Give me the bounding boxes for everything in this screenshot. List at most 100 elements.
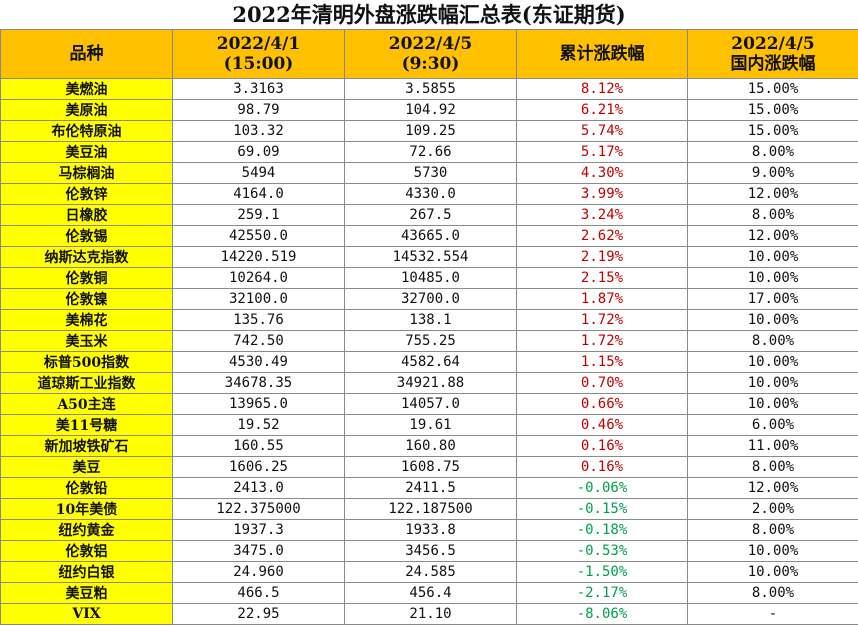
price-0405-cell: 4330.0 — [344, 183, 517, 205]
price-0405-cell: 138.1 — [344, 309, 517, 331]
domestic-limit-cell: 10.00% — [687, 393, 858, 415]
variety-cell: 纽约黄金 — [0, 519, 173, 541]
table-row: 美11号糖 19.52 19.61 0.46% 6.00% — [0, 414, 858, 436]
table-row: 美棉花 135.76 138.1 1.72% 10.00% — [0, 309, 858, 331]
variety-cell: 伦敦铜 — [0, 267, 173, 289]
price-0401-cell: 4530.49 — [172, 351, 345, 373]
table-row: 道琼斯工业指数 34678.35 34921.88 0.70% 10.00% — [0, 372, 858, 394]
price-0405-cell: 456.4 — [344, 582, 517, 604]
price-0405-cell: 14057.0 — [344, 393, 517, 415]
price-change-table: 品种 2022/4/1 (15:00) 2022/4/5 (9:30) 累计涨跌… — [0, 29, 858, 625]
price-0405-cell: 14532.554 — [344, 246, 517, 268]
price-0401-cell: 2413.0 — [172, 477, 345, 499]
table-row: 纳斯达克指数 14220.519 14532.554 2.19% 10.00% — [0, 246, 858, 268]
variety-cell: 美玉米 — [0, 330, 173, 352]
header-variety: 品种 — [0, 29, 173, 79]
price-0401-cell: 24.960 — [172, 561, 345, 583]
domestic-limit-cell: 12.00% — [687, 183, 858, 205]
table-row: 日橡胶 259.1 267.5 3.24% 8.00% — [0, 204, 858, 226]
cumulative-change-cell: 6.21% — [516, 99, 688, 121]
variety-cell: VIX — [0, 603, 173, 625]
domestic-limit-cell: 2.00% — [687, 498, 858, 520]
header-cumulative-change: 累计涨跌幅 — [516, 29, 688, 79]
header-price-0401: 2022/4/1 (15:00) — [172, 29, 345, 79]
table-row: 标普500指数 4530.49 4582.64 1.15% 10.00% — [0, 351, 858, 373]
variety-cell: 日橡胶 — [0, 204, 173, 226]
table-row: 布伦特原油 103.32 109.25 5.74% 15.00% — [0, 120, 858, 142]
cumulative-change-cell: 0.66% — [516, 393, 688, 415]
domestic-limit-cell: 17.00% — [687, 288, 858, 310]
domestic-limit-cell: 11.00% — [687, 435, 858, 457]
variety-cell: 美11号糖 — [0, 414, 173, 436]
variety-cell: 新加坡铁矿石 — [0, 435, 173, 457]
price-0401-cell: 32100.0 — [172, 288, 345, 310]
table-row: A50主连 13965.0 14057.0 0.66% 10.00% — [0, 393, 858, 415]
domestic-limit-cell: 6.00% — [687, 414, 858, 436]
price-0401-cell: 122.375000 — [172, 498, 345, 520]
domestic-limit-cell: 8.00% — [687, 456, 858, 478]
variety-cell: 伦敦锌 — [0, 183, 173, 205]
table-row: VIX 22.95 21.10 -8.06% - — [0, 603, 858, 625]
cumulative-change-cell: -1.50% — [516, 561, 688, 583]
price-0405-cell: 160.80 — [344, 435, 517, 457]
price-0401-cell: 14220.519 — [172, 246, 345, 268]
variety-cell: 美原油 — [0, 99, 173, 121]
price-0405-cell: 267.5 — [344, 204, 517, 226]
variety-cell: 伦敦铝 — [0, 540, 173, 562]
variety-cell: 美豆粕 — [0, 582, 173, 604]
price-0405-cell: 21.10 — [344, 603, 517, 625]
domestic-limit-cell: 10.00% — [687, 561, 858, 583]
cumulative-change-cell: 5.17% — [516, 141, 688, 163]
table-title: 2022年清明外盘涨跌幅汇总表(东证期货) — [0, 0, 858, 29]
cumulative-change-cell: 1.72% — [516, 330, 688, 352]
table-row: 新加坡铁矿石 160.55 160.80 0.16% 11.00% — [0, 435, 858, 457]
domestic-limit-cell: 10.00% — [687, 372, 858, 394]
variety-cell: 10年美债 — [0, 498, 173, 520]
domestic-limit-cell: 15.00% — [687, 78, 858, 100]
domestic-limit-cell: 8.00% — [687, 141, 858, 163]
price-0401-cell: 3475.0 — [172, 540, 345, 562]
price-0401-cell: 135.76 — [172, 309, 345, 331]
price-0401-cell: 10264.0 — [172, 267, 345, 289]
variety-cell: 纽约白银 — [0, 561, 173, 583]
cumulative-change-cell: 3.24% — [516, 204, 688, 226]
price-0405-cell: 5730 — [344, 162, 517, 184]
cumulative-change-cell: -2.17% — [516, 582, 688, 604]
cumulative-change-cell: -0.18% — [516, 519, 688, 541]
cumulative-change-cell: -0.53% — [516, 540, 688, 562]
price-0401-cell: 259.1 — [172, 204, 345, 226]
price-0405-cell: 104.92 — [344, 99, 517, 121]
domestic-limit-cell: 10.00% — [687, 309, 858, 331]
domestic-limit-cell: 15.00% — [687, 120, 858, 142]
price-0401-cell: 466.5 — [172, 582, 345, 604]
variety-cell: 美豆 — [0, 456, 173, 478]
cumulative-change-cell: 2.62% — [516, 225, 688, 247]
price-0401-cell: 19.52 — [172, 414, 345, 436]
price-0401-cell: 69.09 — [172, 141, 345, 163]
header-row: 品种 2022/4/1 (15:00) 2022/4/5 (9:30) 累计涨跌… — [0, 29, 858, 79]
domestic-limit-cell: 12.00% — [687, 225, 858, 247]
table-row: 纽约黄金 1937.3 1933.8 -0.18% 8.00% — [0, 519, 858, 541]
variety-cell: 美豆油 — [0, 141, 173, 163]
header-price-0405: 2022/4/5 (9:30) — [344, 29, 517, 79]
header-domestic-limit: 2022/4/5 国内涨跌幅 — [687, 29, 858, 79]
price-0405-cell: 3456.5 — [344, 540, 517, 562]
table-row: 美豆粕 466.5 456.4 -2.17% 8.00% — [0, 582, 858, 604]
domestic-limit-cell: 15.00% — [687, 99, 858, 121]
domestic-limit-cell: 10.00% — [687, 540, 858, 562]
cumulative-change-cell: 0.70% — [516, 372, 688, 394]
table-row: 10年美债 122.375000 122.187500 -0.15% 2.00% — [0, 498, 858, 520]
variety-cell: 道琼斯工业指数 — [0, 372, 173, 394]
price-0405-cell: 1933.8 — [344, 519, 517, 541]
price-0405-cell: 19.61 — [344, 414, 517, 436]
variety-cell: A50主连 — [0, 393, 173, 415]
price-0401-cell: 1606.25 — [172, 456, 345, 478]
price-0405-cell: 32700.0 — [344, 288, 517, 310]
variety-cell: 标普500指数 — [0, 351, 173, 373]
domestic-limit-cell: 10.00% — [687, 351, 858, 373]
table-row: 纽约白银 24.960 24.585 -1.50% 10.00% — [0, 561, 858, 583]
table-row: 美豆 1606.25 1608.75 0.16% 8.00% — [0, 456, 858, 478]
price-0405-cell: 43665.0 — [344, 225, 517, 247]
price-0401-cell: 3.3163 — [172, 78, 345, 100]
price-0401-cell: 5494 — [172, 162, 345, 184]
